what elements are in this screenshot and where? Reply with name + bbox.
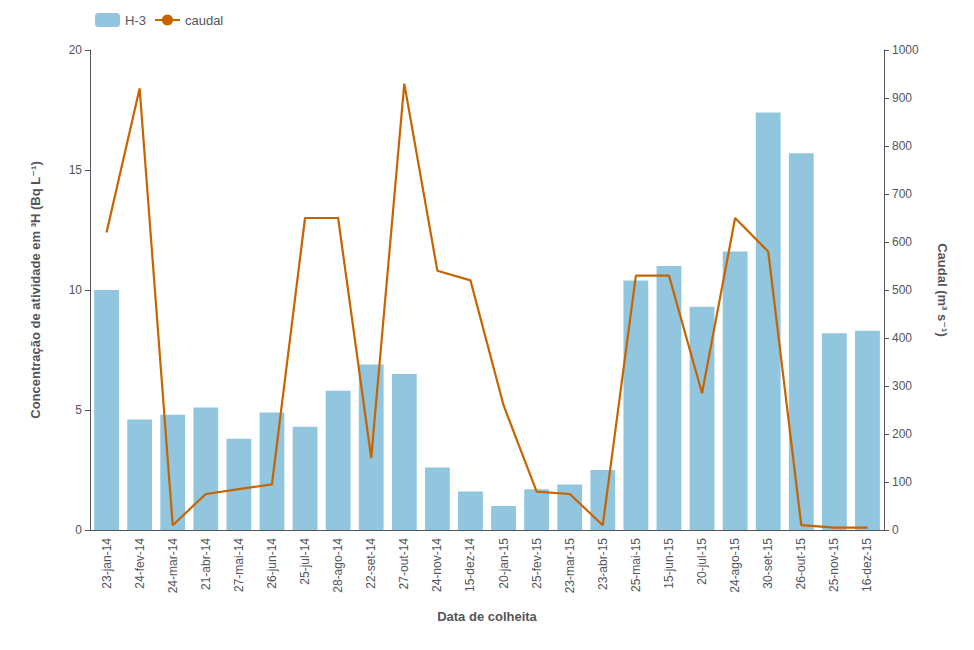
svg-text:24-nov-14: 24-nov-14 <box>430 538 444 592</box>
svg-text:23-abr-15: 23-abr-15 <box>596 538 610 590</box>
svg-text:5: 5 <box>75 403 82 417</box>
svg-text:100: 100 <box>892 475 912 489</box>
svg-text:300: 300 <box>892 379 912 393</box>
svg-text:1000: 1000 <box>892 43 919 57</box>
svg-text:15: 15 <box>69 163 83 177</box>
svg-text:24-mar-14: 24-mar-14 <box>166 538 180 594</box>
svg-text:23-mar-15: 23-mar-15 <box>563 538 577 594</box>
svg-text:900: 900 <box>892 91 912 105</box>
svg-text:Data de colheita: Data de colheita <box>437 609 537 624</box>
svg-text:20-jul-15: 20-jul-15 <box>695 538 709 585</box>
svg-text:25-fev-15: 25-fev-15 <box>530 538 544 589</box>
svg-text:20: 20 <box>69 43 83 57</box>
svg-text:21-abr-14: 21-abr-14 <box>199 538 213 590</box>
svg-text:15-jun-15: 15-jun-15 <box>662 538 676 589</box>
svg-text:25-mai-15: 25-mai-15 <box>629 538 643 592</box>
svg-text:27-out-14: 27-out-14 <box>397 538 411 590</box>
svg-text:25-jul-14: 25-jul-14 <box>298 538 312 585</box>
svg-text:27-mai-14: 27-mai-14 <box>232 538 246 592</box>
svg-text:caudal: caudal <box>185 13 223 28</box>
svg-text:15-dez-14: 15-dez-14 <box>463 538 477 592</box>
svg-text:28-ago-14: 28-ago-14 <box>331 538 345 593</box>
svg-text:24-ago-15: 24-ago-15 <box>728 538 742 593</box>
svg-text:Caudal (m³ s⁻¹): Caudal (m³ s⁻¹) <box>935 243 950 337</box>
svg-text:700: 700 <box>892 187 912 201</box>
svg-text:H-3: H-3 <box>125 13 146 28</box>
svg-text:10: 10 <box>69 283 83 297</box>
svg-text:22-set-14: 22-set-14 <box>364 538 378 589</box>
svg-text:26-out-15: 26-out-15 <box>794 538 808 590</box>
svg-text:400: 400 <box>892 331 912 345</box>
svg-text:Concentração de atividade em ³: Concentração de atividade em ³H (Bq L⁻¹) <box>28 161 43 419</box>
svg-text:200: 200 <box>892 427 912 441</box>
svg-text:25-nov-15: 25-nov-15 <box>827 538 841 592</box>
svg-text:30-set-15: 30-set-15 <box>761 538 775 589</box>
svg-text:23-jan-14: 23-jan-14 <box>100 538 114 589</box>
svg-text:0: 0 <box>892 523 899 537</box>
svg-text:26-jun-14: 26-jun-14 <box>265 538 279 589</box>
svg-text:800: 800 <box>892 139 912 153</box>
svg-text:24-fev-14: 24-fev-14 <box>133 538 147 589</box>
svg-text:0: 0 <box>75 523 82 537</box>
svg-text:20-jan-15: 20-jan-15 <box>497 538 511 589</box>
svg-text:600: 600 <box>892 235 912 249</box>
svg-text:500: 500 <box>892 283 912 297</box>
svg-text:16-dez-15: 16-dez-15 <box>860 538 874 592</box>
